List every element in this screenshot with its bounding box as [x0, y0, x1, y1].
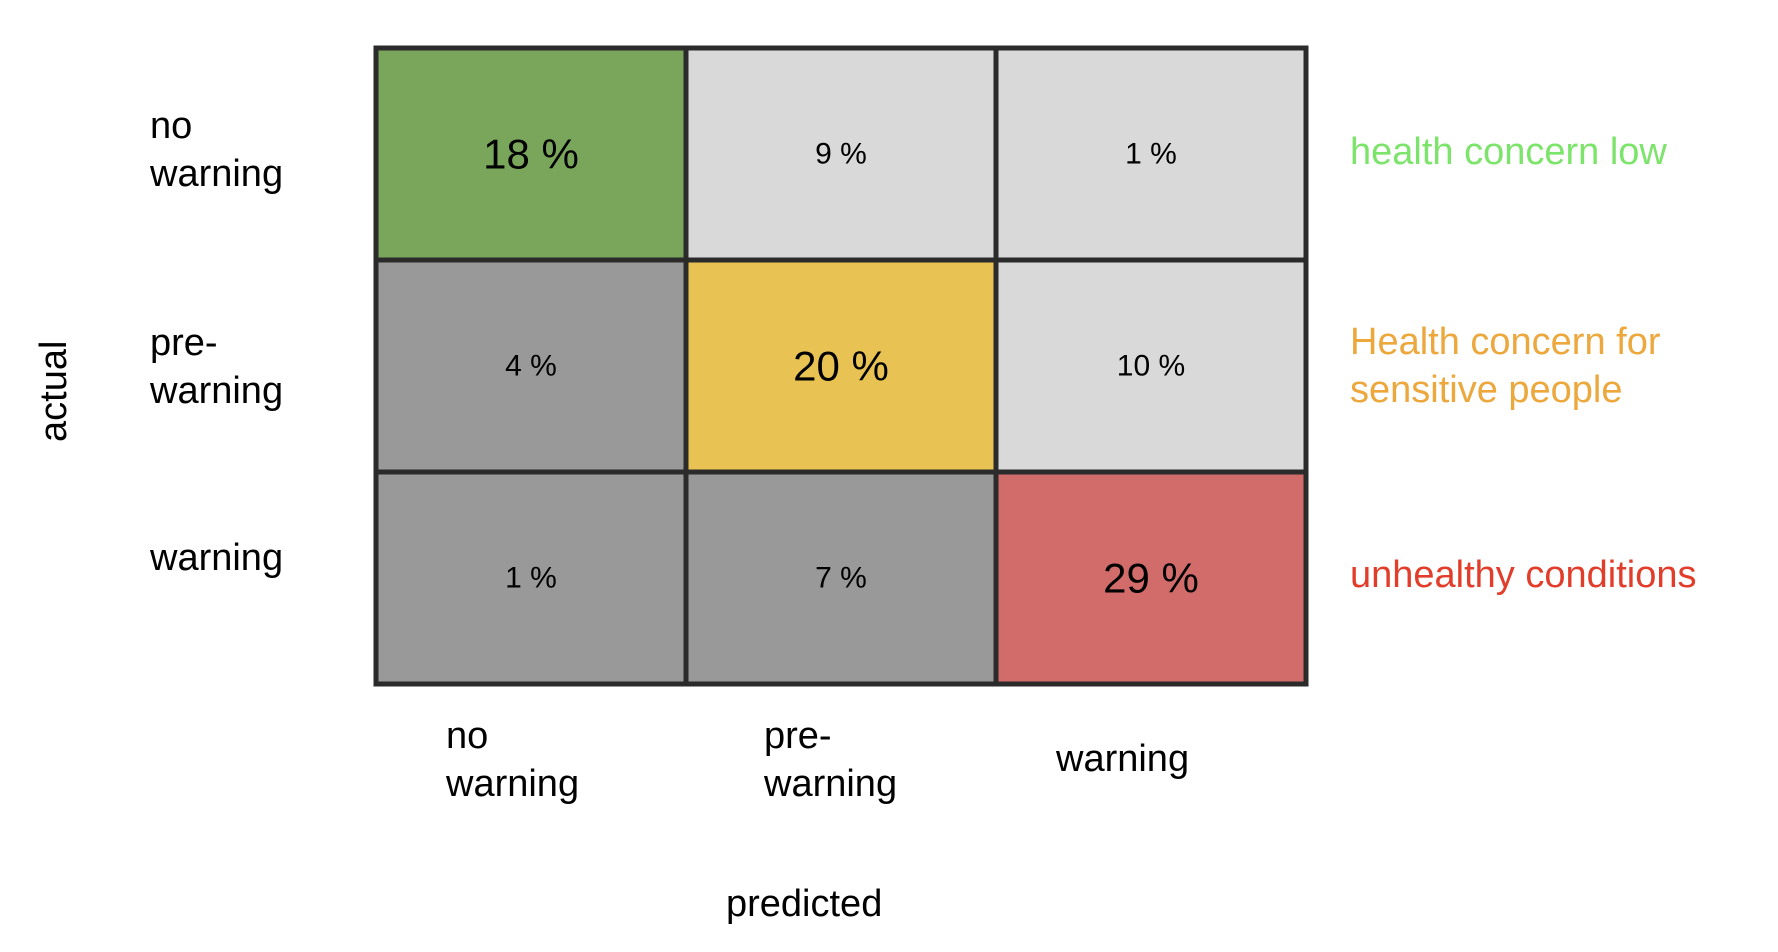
cell-value-label: 10 %	[1117, 350, 1185, 383]
annotation-unhealthy-conditions: unhealthy conditions	[1350, 551, 1696, 599]
matrix-cell	[376, 472, 686, 684]
cell-value-label: 1 %	[505, 562, 557, 595]
cell-value-label: 4 %	[505, 350, 557, 383]
col-label-line2: warning	[764, 763, 898, 805]
cell-value-label: 29 %	[1103, 555, 1199, 602]
matrix-cell	[686, 48, 996, 260]
col-label-line2: warning	[1056, 738, 1190, 780]
annotation-health-concern-low: health concern low	[1350, 128, 1667, 176]
row-label-pre-warning: pre- warning	[150, 319, 283, 415]
cell-value-label: 1 %	[1125, 138, 1177, 171]
row-label-warning: warning	[150, 534, 283, 582]
matrix-cell	[996, 472, 1306, 684]
annotation-line: unhealthy conditions	[1350, 554, 1697, 596]
annotation-sensitive-people: Health concern for sensitive people	[1350, 318, 1661, 414]
x-axis-title: predicted	[726, 883, 883, 925]
matrix-cell	[686, 260, 996, 472]
matrix-cell	[996, 48, 1306, 260]
matrix-cell	[376, 48, 686, 260]
annotation-line: health concern low	[1350, 131, 1667, 173]
col-label-line2: warning	[446, 763, 580, 805]
col-label-line1: no	[446, 715, 489, 757]
row-label-line2: warning	[150, 537, 284, 579]
row-label-line2: warning	[150, 153, 284, 195]
matrix-cell	[686, 472, 996, 684]
col-label-pre-warning: pre- warning	[764, 712, 897, 808]
matrix-cells: 18 % 9 % 1 % 4 % 20 % 10 % 1 % 7 % 29 %	[376, 48, 1306, 684]
col-label-warning: warning	[1056, 735, 1189, 783]
row-label-no-warning: no warning	[150, 102, 283, 198]
annotation-line: sensitive people	[1350, 369, 1623, 411]
col-label-line1: pre-	[764, 715, 832, 757]
row-label-line2: warning	[150, 370, 284, 412]
cell-value-label: 7 %	[815, 562, 867, 595]
row-label-line1: no	[150, 105, 193, 147]
annotation-line: Health concern for	[1350, 321, 1661, 363]
cell-value-label: 18 %	[483, 131, 579, 178]
col-label-no-warning: no warning	[446, 712, 579, 808]
cell-value-label: 9 %	[815, 138, 867, 171]
matrix-cell	[376, 260, 686, 472]
matrix-grid	[373, 45, 1309, 687]
matrix-cell	[996, 260, 1306, 472]
cell-value-label: 20 %	[793, 343, 889, 390]
row-label-line1: pre-	[150, 322, 218, 364]
